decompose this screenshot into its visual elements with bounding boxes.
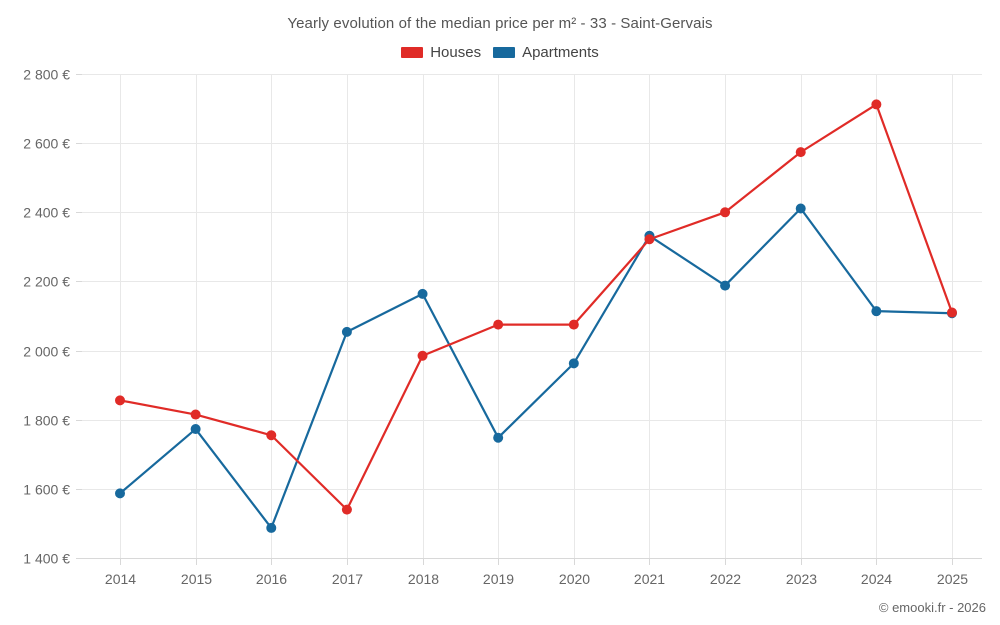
x-axis-tick-label: 2014 <box>105 571 136 587</box>
data-point[interactable] <box>795 203 806 214</box>
data-point[interactable] <box>190 409 201 420</box>
data-point[interactable] <box>341 504 352 515</box>
data-point[interactable] <box>341 326 352 337</box>
data-point[interactable] <box>568 319 579 330</box>
x-axis-tick-label: 2025 <box>937 571 968 587</box>
y-axis-tick-label: 1 800 € <box>23 413 70 429</box>
series-data-points <box>115 99 957 533</box>
data-point[interactable] <box>266 522 277 533</box>
y-axis-tick-label: 2 000 € <box>23 344 70 360</box>
x-axis-tick-label: 2021 <box>634 571 665 587</box>
data-point[interactable] <box>644 234 655 245</box>
data-point[interactable] <box>190 424 201 435</box>
data-point[interactable] <box>115 488 125 499</box>
x-axis-tick-label: 2017 <box>332 571 363 587</box>
x-axis-tick-label: 2024 <box>861 571 892 587</box>
legend-label-houses: Houses <box>430 44 482 61</box>
data-point[interactable] <box>568 358 579 369</box>
y-axis-tick-label: 1 600 € <box>23 482 70 498</box>
data-point[interactable] <box>417 288 428 299</box>
data-point[interactable] <box>947 307 957 318</box>
data-point[interactable] <box>871 99 882 110</box>
data-point[interactable] <box>115 395 125 406</box>
y-axis-tick-label: 2 600 € <box>23 136 70 152</box>
data-point[interactable] <box>493 432 504 443</box>
x-axis-tick-label: 2019 <box>483 571 514 587</box>
legend-swatch-houses <box>401 47 424 58</box>
grid-lines <box>82 74 982 559</box>
chart-legend: Houses Apartments <box>0 44 1000 61</box>
legend-item-houses[interactable]: Houses <box>401 44 481 61</box>
data-point[interactable] <box>795 147 806 158</box>
y-axis-tick-label: 2 200 € <box>23 274 70 290</box>
legend-label-apartments: Apartments <box>522 44 599 61</box>
data-point[interactable] <box>720 280 731 291</box>
data-point[interactable] <box>493 319 504 330</box>
y-axis-tick-label: 1 400 € <box>23 551 70 567</box>
x-axis-tick-labels: 2014 2015 2016 2017 2018 2019 2020 2021 2022 2023… <box>105 571 968 587</box>
x-axis-tick-label: 2020 <box>559 571 590 587</box>
page-title: Yearly evolution of the median price per… <box>287 15 713 32</box>
series-lines <box>118 103 954 530</box>
x-axis-tick-marks <box>120 558 953 565</box>
series-line-houses <box>118 103 954 511</box>
legend-swatch-apartments <box>493 47 516 58</box>
x-axis-tick-label: 2018 <box>408 571 439 587</box>
series-line-apartments <box>118 207 954 530</box>
x-axis-tick-label: 2022 <box>710 571 741 587</box>
x-axis-tick-label: 2016 <box>256 571 287 587</box>
data-point[interactable] <box>417 350 428 361</box>
y-axis-tick-labels: 1 400 € 1 600 € 1 800 € 2 000 € 2 200 € 2 400… <box>23 67 70 567</box>
legend-item-apartments[interactable]: Apartments <box>493 44 599 61</box>
x-axis-tick-label: 2023 <box>786 571 817 587</box>
data-point[interactable] <box>266 430 277 441</box>
data-point[interactable] <box>871 306 882 317</box>
y-axis-tick-label: 2 800 € <box>23 67 70 83</box>
y-axis-tick-marks <box>76 74 82 559</box>
data-point[interactable] <box>720 207 731 218</box>
y-axis-tick-label: 2 400 € <box>23 205 70 221</box>
copyright-text: © emooki.fr - 2026 <box>878 600 986 615</box>
x-axis-tick-label: 2015 <box>181 571 212 587</box>
